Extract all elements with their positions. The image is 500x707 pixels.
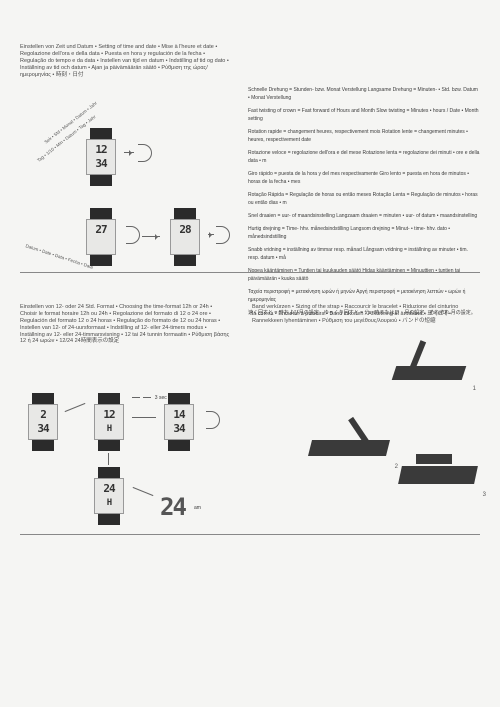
lang-line: Rotation rapide = changement heures, res… (248, 128, 480, 144)
band-illustration-3: 3 (392, 442, 488, 498)
lang-line: Snel draaien = uur- of maandsinstelling … (248, 212, 480, 220)
big-number: 24 (160, 493, 185, 521)
lang-line: Ταχεία περιστροφή = μετακίνηση ωρών ή μη… (248, 288, 480, 304)
crown-rotate-icon (124, 144, 154, 162)
lang-line: Fast twisting of crown = Fast forward of… (248, 107, 480, 123)
crown-rotate-icon (202, 411, 232, 429)
watch-3: 1434 (162, 393, 196, 451)
watch-1: 1234 (84, 128, 118, 186)
lang-line: Rotazione veloce = regolazione dell'ora … (248, 149, 480, 165)
label: am (194, 505, 201, 511)
lang-line: Nopea kääntäminen = Tuntien tai kuukaude… (248, 267, 480, 283)
divider (20, 534, 480, 535)
arrow-icon (133, 487, 154, 496)
watch-2: 12H (92, 393, 126, 451)
lang-line: Hurtig drejning = Time- hhv. månedsindst… (248, 225, 480, 241)
watch-4: 24H (92, 467, 126, 525)
watch-3: 28 (168, 208, 202, 266)
arrow-icon (108, 453, 109, 465)
crown-rotate-icon (124, 226, 154, 244)
watch-2: 27 (84, 208, 118, 266)
watch-1: 234 (26, 393, 60, 451)
arrow-icon (65, 403, 86, 412)
arrow-icon (142, 236, 160, 237)
lang-line: Giro rápido = puesta de la hora y del me… (248, 170, 480, 186)
divider (20, 272, 480, 273)
section1-header: Einstellen von Zeit und Datum • Setting … (20, 44, 230, 78)
section2-diagram: 234 12H 3 sec 1434 24H 24 am (20, 353, 238, 523)
lang-line: Rotação Rápida = Regulação de horas ou e… (248, 191, 480, 207)
section2-header-left: Einstellen von 12- oder 24 Std. Format •… (20, 304, 230, 345)
band-illustration-1: 1 (384, 336, 480, 392)
crown-rotate-icon (208, 226, 238, 244)
section1-diagram: Sek • Std • Monat • Datum • Jahr Tag • 1… (20, 86, 238, 266)
section1-text: Schnelle Drehung = Stunden- bzw. Monat V… (248, 86, 480, 322)
band-illustration-2: 2 (304, 414, 400, 470)
arrow-icon (132, 417, 156, 418)
lang-line: Snabb vridning = inställning av timmar r… (248, 246, 480, 262)
lang-line: Schnelle Drehung = Stunden- bzw. Monat V… (248, 86, 480, 102)
